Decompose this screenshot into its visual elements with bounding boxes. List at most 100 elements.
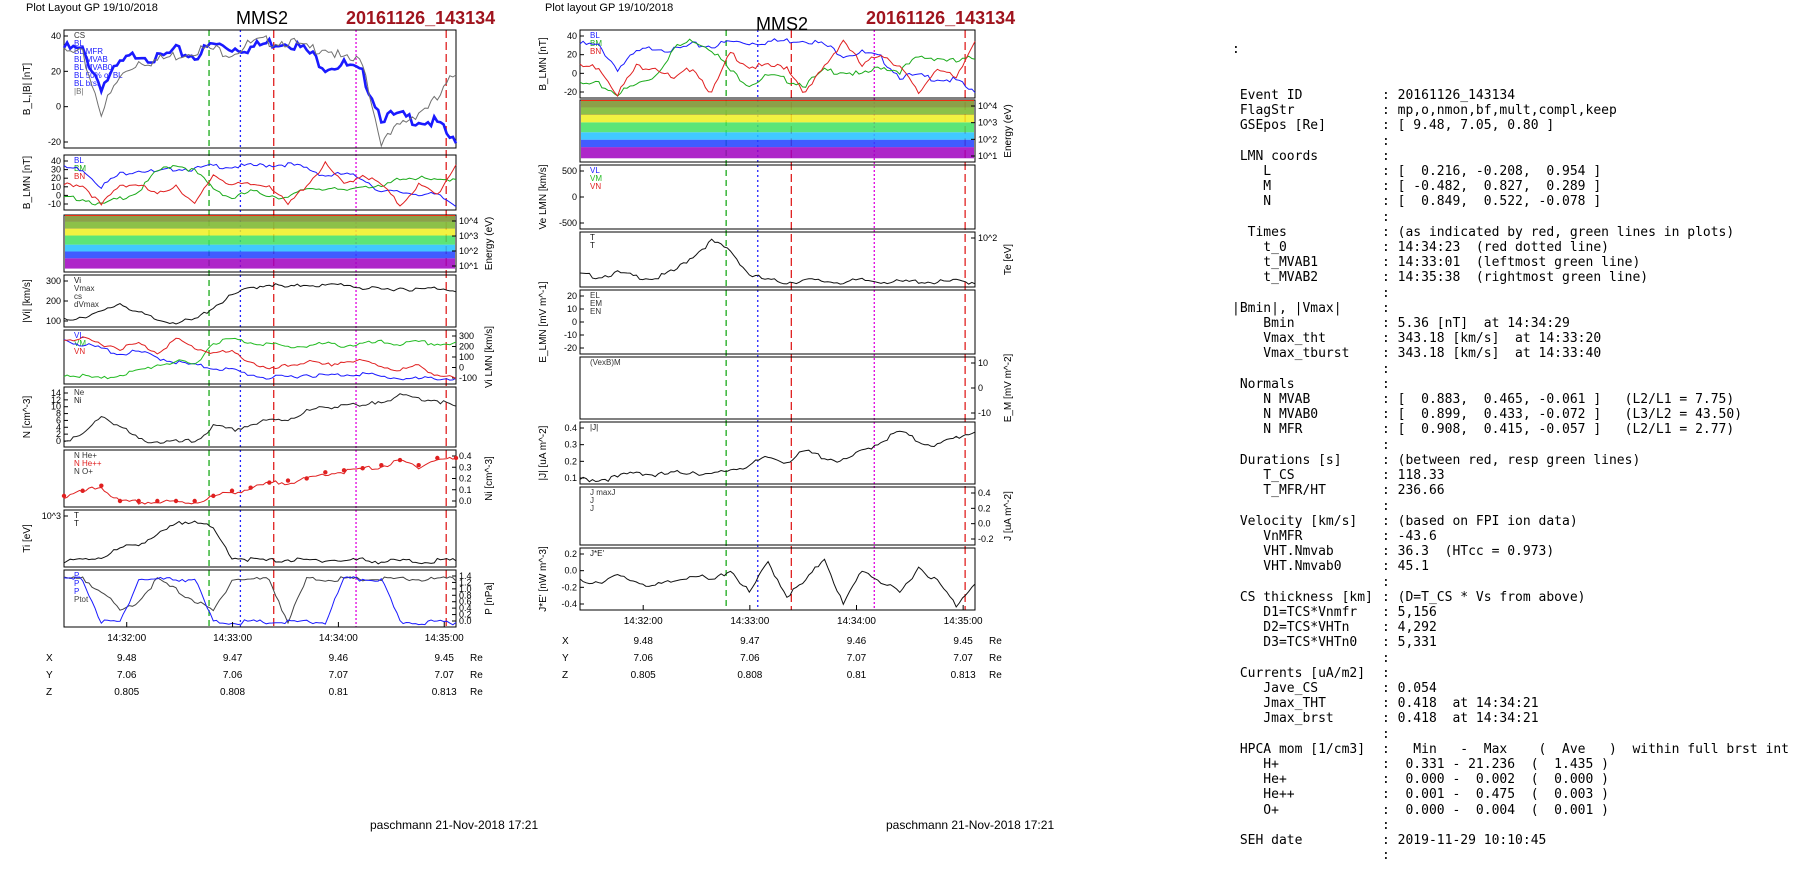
ephem-unit: Re bbox=[470, 670, 483, 681]
summary-rows: Event ID: 20161126_143134 FlagStr: mp,o,… bbox=[1232, 88, 1792, 863]
summary-value: : 5,331 bbox=[1382, 635, 1437, 651]
y-tick-label: 10^3 bbox=[42, 511, 61, 521]
summary-row: CS thickness [km]: (D=T_CS * Vs from abo… bbox=[1232, 590, 1792, 605]
legend-entry: BN bbox=[590, 47, 601, 56]
summary-row: H+ : 0.331 - 21.236 ( 1.435 ) bbox=[1232, 757, 1792, 772]
data-series-line bbox=[63, 337, 457, 380]
x-tick-label: 14:32:00 bbox=[107, 633, 146, 644]
ephem-unit: Re bbox=[470, 653, 483, 664]
data-series-line bbox=[63, 283, 457, 325]
y-axis-label: E_M [mV m^-2] bbox=[1003, 353, 1014, 422]
summary-key: H+ bbox=[1232, 756, 1279, 772]
summary-key: t_0 bbox=[1232, 240, 1287, 256]
legend-entry: EN bbox=[590, 307, 601, 316]
summary-value: : [ 0.908, 0.415, -0.057 ] (L2/L1 = 2.77… bbox=[1382, 422, 1735, 438]
x-tick-label: 14:32:00 bbox=[624, 616, 663, 627]
right-spacecraft: MMS2 bbox=[756, 14, 809, 34]
data-point bbox=[173, 498, 179, 504]
data-point bbox=[248, 485, 253, 490]
legend-entry: J bbox=[590, 496, 594, 505]
summary-row: He+: 0.000 - 0.002 ( 0.000 ) bbox=[1232, 772, 1792, 787]
data-point bbox=[285, 478, 291, 483]
panel-frame bbox=[63, 449, 457, 508]
summary-row: T_MFR/HT: 236.66 bbox=[1232, 483, 1792, 498]
spectrogram-band bbox=[65, 235, 455, 245]
summary-row: : bbox=[1232, 210, 1792, 225]
legend-entry: BL bbox=[74, 39, 84, 48]
summary-row: N MFR: [ 0.908, 0.415, -0.057 ] (L2/L1 =… bbox=[1232, 422, 1792, 437]
y-tick-label: 0 bbox=[56, 102, 61, 112]
summary-key: He+ bbox=[1232, 772, 1287, 788]
ephem-value: 0.813 bbox=[432, 687, 457, 698]
legend-entry: BL bbox=[590, 31, 600, 40]
panel-frame bbox=[63, 569, 457, 628]
ephem-value: 7.07 bbox=[847, 653, 867, 664]
summary-value: : 0.331 - 21.236 ( 1.435 ) bbox=[1382, 756, 1609, 772]
summary-value: : bbox=[1382, 817, 1390, 833]
summary-key: VnMFR bbox=[1232, 528, 1303, 544]
left-footer: paschmann 21-Nov-2018 17:21 bbox=[370, 818, 539, 832]
data-series-line bbox=[63, 393, 457, 444]
plot-panel: 10^2 Te [eV] TT bbox=[579, 231, 1014, 288]
summary-value: : bbox=[1382, 133, 1390, 149]
y-tick-label: 0.2 bbox=[564, 456, 577, 466]
summary-key bbox=[1232, 210, 1382, 225]
plot-panel: 0.2 0.0 -0.2 -0.4 J*E' [nW m^-3] J*E' bbox=[538, 546, 976, 612]
legend-entry: BM bbox=[74, 164, 86, 173]
summary-value: : 0.001 - 0.475 ( 0.003 ) bbox=[1382, 787, 1609, 803]
summary-row: Currents [uA/m2]: bbox=[1232, 666, 1792, 681]
legend-entry: Ptot bbox=[74, 595, 89, 604]
panel-frame bbox=[579, 164, 976, 230]
y-tick-label: 100 bbox=[459, 352, 474, 362]
y-tick-label: -0.2 bbox=[561, 582, 577, 592]
ephem-value: 0.813 bbox=[951, 670, 976, 681]
summary-value: : 343.18 [km/s] at 14:33:20 bbox=[1382, 331, 1602, 347]
y-tick-label: -100 bbox=[459, 373, 477, 383]
y-tick-label: 2 bbox=[56, 429, 61, 439]
y-tick-label: 20 bbox=[567, 291, 577, 301]
y-tick-label: 10^3 bbox=[459, 231, 478, 241]
summary-key bbox=[1232, 286, 1382, 301]
y-axis-label: J*E' [nW m^-3] bbox=[538, 546, 549, 612]
summary-row: : bbox=[1232, 438, 1792, 453]
ephem-value: 9.47 bbox=[223, 653, 243, 664]
summary-key bbox=[1232, 848, 1382, 863]
summary-value: : 5.36 [nT] at 14:34:29 bbox=[1382, 316, 1570, 332]
summary-value: : (based on FPI ion data) bbox=[1382, 513, 1578, 529]
y-tick-label: 0.0 bbox=[459, 616, 472, 626]
y-tick-label: 8 bbox=[56, 409, 61, 419]
y-tick-label: 4 bbox=[56, 422, 61, 432]
data-point bbox=[61, 493, 67, 499]
y-tick-label: 0.0 bbox=[564, 566, 577, 576]
y-axis-label: E_LMN [mV m^-1] bbox=[538, 281, 549, 363]
legend-entry: BL MVAB0 bbox=[74, 63, 113, 72]
y-tick-label: 0.4 bbox=[564, 423, 577, 433]
ephem-unit: Re bbox=[989, 670, 1002, 681]
summary-value: : bbox=[1382, 300, 1390, 316]
summary-value: : (as indicated by red, green lines in p… bbox=[1382, 224, 1735, 240]
x-tick-label: 14:34:00 bbox=[319, 633, 358, 644]
legend-entry: VL bbox=[590, 166, 600, 175]
data-point bbox=[99, 483, 104, 488]
data-point bbox=[80, 488, 85, 493]
summary-key: M bbox=[1232, 179, 1272, 195]
summary-row: Durations [s]: (between red, resp green … bbox=[1232, 453, 1792, 468]
summary-key: D3=TCS*VHTn0 bbox=[1232, 635, 1358, 651]
y-tick-label: 0.2 bbox=[978, 503, 991, 513]
ephem-value: 0.805 bbox=[631, 670, 656, 681]
legend-entry: |J| bbox=[590, 423, 598, 432]
summary-key: CS thickness [km] bbox=[1232, 589, 1373, 605]
ephem-value: 9.46 bbox=[329, 653, 349, 664]
summary-key: T_MFR/HT bbox=[1232, 483, 1326, 499]
data-point bbox=[379, 462, 384, 468]
summary-value: : Min - Max ( Ave ) within full brst int bbox=[1382, 741, 1789, 757]
y-tick-label: 20 bbox=[51, 66, 61, 76]
left-header: Plot Layout GP 19/10/2018 bbox=[26, 2, 158, 14]
y-axis-label: N [cm^-3] bbox=[22, 396, 33, 439]
y-axis-label: Vi LMN [km/s] bbox=[484, 326, 495, 388]
y-tick-label: 0.1 bbox=[564, 473, 577, 483]
y-tick-label: -20 bbox=[48, 137, 61, 147]
